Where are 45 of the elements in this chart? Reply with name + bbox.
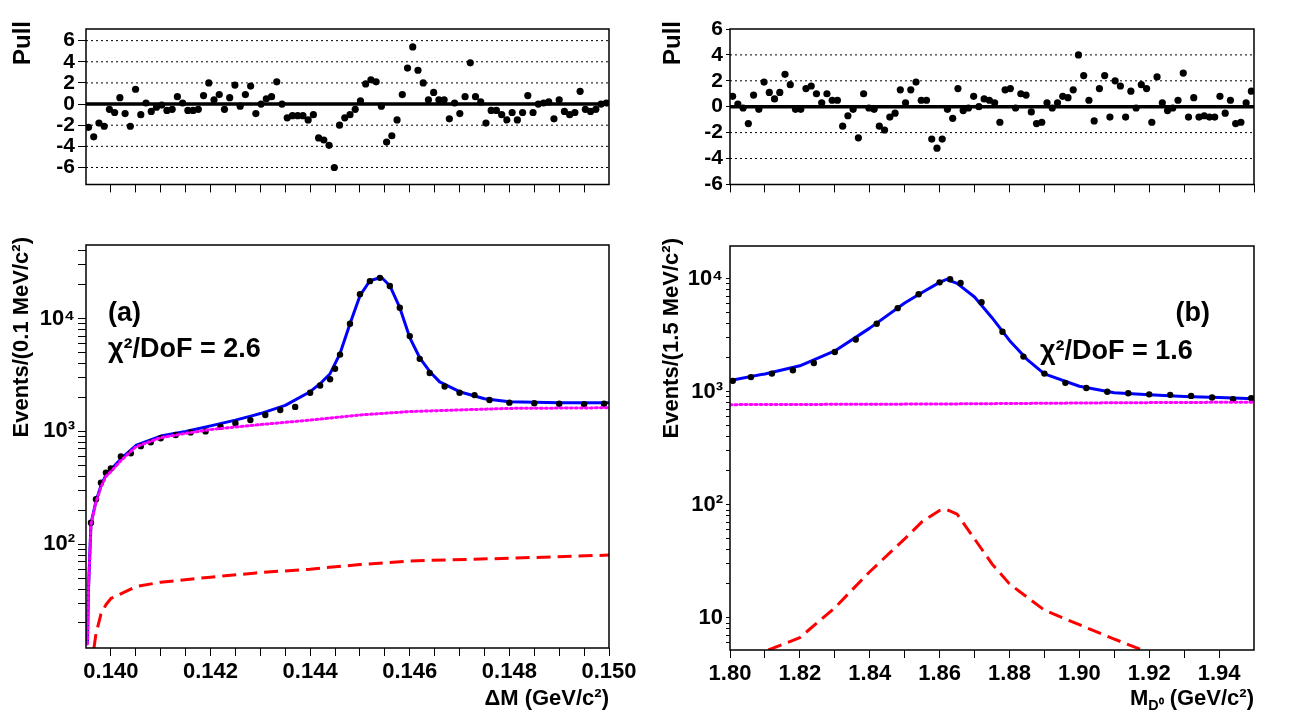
y-tick-label: -2 [704,119,723,143]
y-tick-label: 10³ [691,377,723,403]
x-axis-title: M$_{D⁰}$ (GeV/c²) [1129,685,1254,715]
x-axis-title: ΔM (GeV/c²) [484,685,609,711]
x-tick-label: 0.146 [382,658,438,684]
y-tick-label: 10² [691,490,723,516]
x-tick-label: 0.140 [83,658,139,684]
y-tick-label: 10 [698,603,723,629]
y-axis-title: Pull [8,21,36,66]
y-tick-label: -6 [704,171,723,195]
y-tick-label: 2 [63,69,75,93]
y-tick-label: 10⁴ [39,304,75,330]
x-tick-label: 1.94 [1197,660,1242,686]
y-axis-title: Events/(0.1 MeV/c²) [8,237,34,438]
y-axis-title: Pull [658,21,686,66]
y-tick-label: -4 [56,133,76,157]
y-tick-label: 0 [63,90,75,114]
x-tick-label: 1.82 [778,660,822,686]
y-tick-label: 0 [711,93,723,117]
annotation: (a) [108,297,141,328]
x-tick-label: 1.80 [708,660,752,686]
y-tick-label: 10² [43,530,75,556]
y-tick-label: -6 [56,154,75,178]
y-tick-label: 4 [63,48,76,72]
y-tick-label: 10³ [43,417,75,443]
x-tick-label: 1.90 [1057,660,1101,686]
annotation: χ²/DoF = 2.6 [108,333,261,364]
annotation: (b) [1175,297,1210,328]
x-tick-label: 0.144 [282,658,339,684]
x-tick-label: 1.92 [1127,660,1171,686]
y-tick-label: 2 [711,67,723,91]
annotation: χ²/DoF = 1.6 [1040,335,1193,366]
y-tick-label: -4 [704,145,724,169]
x-tick-label: 1.88 [988,660,1031,686]
x-tick-label: 0.142 [182,658,239,684]
y-tick-label: 6 [711,15,723,39]
y-axis-title: Events/(1.5 MeV/c²) [658,238,684,439]
y-tick-label: 4 [711,41,724,65]
x-tick-label: 0.150 [581,658,637,684]
y-tick-label: 6 [63,27,75,51]
x-tick-label: 1.86 [918,660,962,686]
x-tick-label: 1.84 [848,660,892,686]
y-tick-label: 10⁴ [687,264,723,290]
x-tick-label: 0.148 [481,658,537,684]
y-tick-label: -2 [56,112,75,135]
